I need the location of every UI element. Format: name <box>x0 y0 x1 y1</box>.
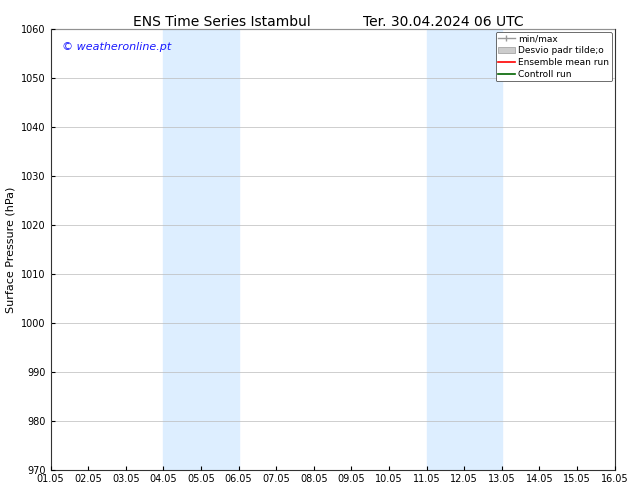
Text: Ter. 30.04.2024 06 UTC: Ter. 30.04.2024 06 UTC <box>363 15 524 29</box>
Bar <box>164 29 238 469</box>
Text: ENS Time Series Istambul: ENS Time Series Istambul <box>133 15 311 29</box>
Y-axis label: Surface Pressure (hPa): Surface Pressure (hPa) <box>6 186 16 313</box>
Bar <box>427 29 502 469</box>
Text: © weatheronline.pt: © weatheronline.pt <box>62 42 171 52</box>
Legend: min/max, Desvio padr tilde;o, Ensemble mean run, Controll run: min/max, Desvio padr tilde;o, Ensemble m… <box>496 32 612 81</box>
